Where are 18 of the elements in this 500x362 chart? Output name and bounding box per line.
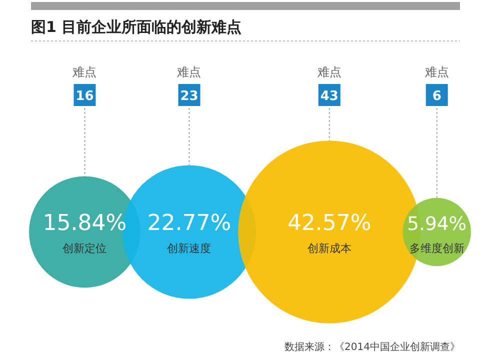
data-label: 15.84% (42, 211, 127, 236)
text: 难点 (177, 65, 202, 79)
data-label: 5.94% (407, 214, 467, 235)
text: 难点 (317, 65, 342, 79)
data-label: 16 (76, 89, 94, 104)
source-note: 数据来源：《2014中国企业创新调查》 (284, 341, 460, 353)
category-label: 创新成本 (307, 242, 352, 255)
category-label: 创新定位 (62, 242, 107, 255)
category-label: 创新速度 (167, 242, 212, 255)
text: 难点 (424, 65, 449, 79)
data-label: 22.77% (147, 211, 232, 236)
series-label: 难点 (72, 65, 97, 79)
category-label: 多维度创新 (409, 242, 464, 255)
data-label: 6 (432, 89, 442, 104)
text: 图1 目前企业所面临的创新难点 (31, 18, 242, 36)
data-label: 42.57% (287, 211, 372, 236)
data-label: 23 (180, 89, 198, 104)
data-label: 43 (320, 89, 338, 104)
